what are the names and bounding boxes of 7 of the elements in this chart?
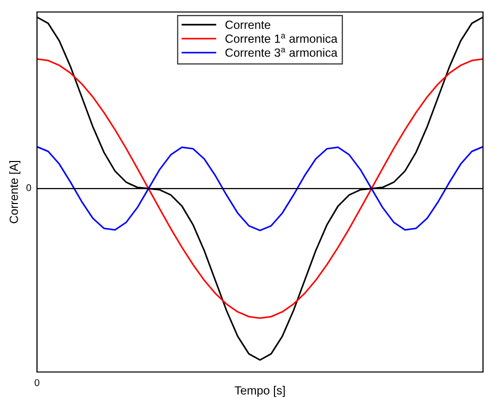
y-axis-title: Corrente [A] xyxy=(9,161,20,224)
x-axis-title: Tempo [s] xyxy=(234,386,285,397)
legend-label: Corrente xyxy=(225,20,270,29)
ref-line-label: 0 xyxy=(26,184,32,192)
text: 0 xyxy=(34,379,40,386)
legend-label: Corrente 1$^{a}$ armonica xyxy=(225,34,338,43)
legend-label: Corrente 3$^{a}$ armonica xyxy=(225,48,338,57)
